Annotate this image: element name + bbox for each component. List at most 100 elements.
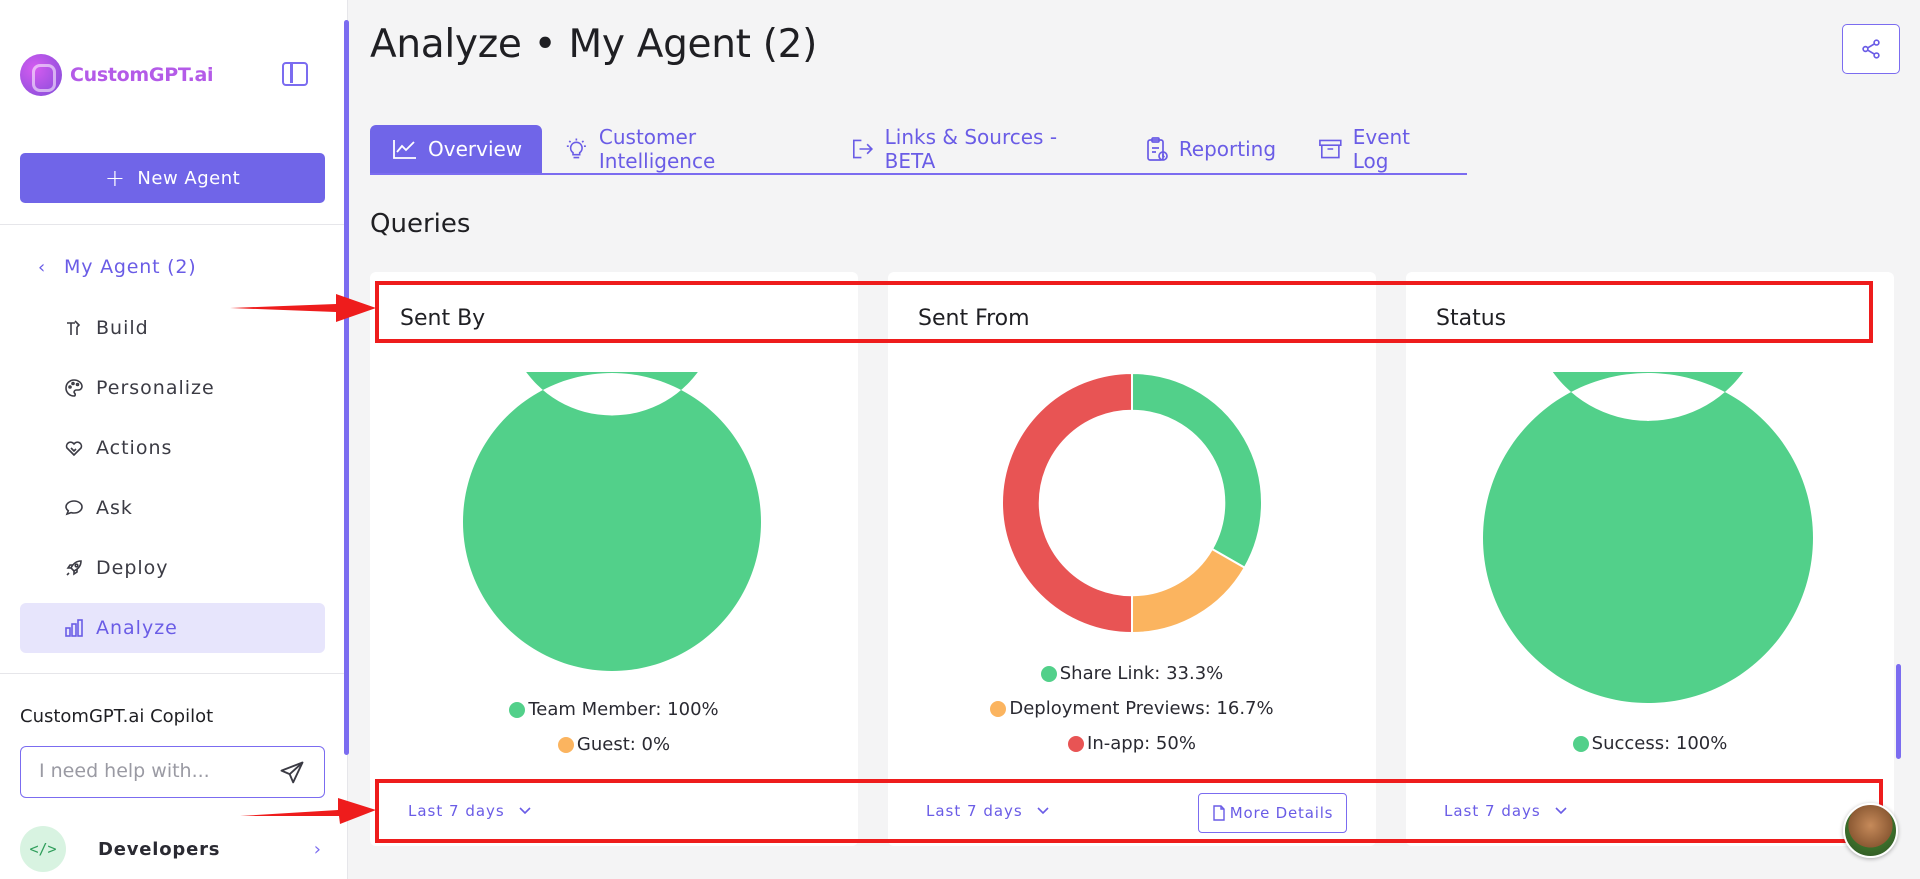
copilot-input[interactable] xyxy=(39,747,279,795)
chart-legend: Success: 100% xyxy=(1406,726,1894,761)
divider xyxy=(0,673,348,674)
sidebar-item-label: Deploy xyxy=(96,557,169,579)
exit-icon xyxy=(852,139,873,159)
legend-label: Success: 100% xyxy=(1591,733,1728,754)
support-avatar[interactable] xyxy=(1843,803,1898,858)
legend-swatch-green xyxy=(1572,735,1589,752)
brain-logo-icon xyxy=(20,54,62,96)
chart-legend: Team Member: 100% Guest: 0% xyxy=(370,692,858,762)
plus-icon: + xyxy=(104,164,126,192)
card-title: Sent From xyxy=(918,306,1030,331)
clipboard-icon xyxy=(1146,137,1168,161)
chart-card-status: Status Success: 100% Last 7 days xyxy=(1406,272,1894,846)
chevron-down-icon xyxy=(519,807,531,815)
range-label: Last 7 days xyxy=(926,802,1023,820)
developers-item[interactable]: </> Developers › xyxy=(20,824,325,874)
tab-links-sources[interactable]: Links & Sources - BETA xyxy=(828,125,1123,173)
sidebar-item-label: Personalize xyxy=(96,377,215,399)
donut-slice[interactable] xyxy=(1483,372,1813,703)
chevron-down-icon xyxy=(1037,807,1049,815)
legend-item[interactable]: Team Member: 100% xyxy=(370,692,858,727)
logo-text: CustomGPT.ai xyxy=(70,64,214,86)
sidebar-item-personalize[interactable]: Personalize xyxy=(20,363,325,413)
share-button[interactable] xyxy=(1842,24,1900,74)
new-agent-label: New Agent xyxy=(137,167,241,189)
section-title: Queries xyxy=(370,209,471,239)
code-icon: </> xyxy=(20,826,66,872)
chevron-down-icon xyxy=(1555,807,1567,815)
divider xyxy=(0,224,348,225)
legend-label: Deployment Previews: 16.7% xyxy=(1009,698,1274,719)
document-icon xyxy=(1213,805,1225,821)
date-range-select[interactable]: Last 7 days xyxy=(408,802,531,820)
new-agent-button[interactable]: + New Agent xyxy=(20,153,325,203)
chevron-right-icon: › xyxy=(313,838,321,860)
chart-legend: Share Link: 33.3% Deployment Previews: 1… xyxy=(888,656,1376,761)
chevron-left-icon: ‹ xyxy=(38,256,46,278)
donut-chart xyxy=(463,372,761,671)
donut-slice[interactable] xyxy=(463,372,761,671)
tab-label: Event Log xyxy=(1352,125,1411,173)
archive-icon xyxy=(1319,139,1342,159)
legend-label: Share Link: 33.3% xyxy=(1059,663,1224,684)
sidebar-toggle-icon[interactable] xyxy=(282,62,308,86)
back-label: My Agent (2) xyxy=(64,256,197,278)
sidebar-item-deploy[interactable]: Deploy xyxy=(20,543,325,593)
card-title: Sent By xyxy=(400,306,486,331)
chat-icon xyxy=(64,498,84,518)
legend-item[interactable]: Success: 100% xyxy=(1406,726,1894,761)
sidebar: CustomGPT.ai + New Agent ‹ My Agent (2) … xyxy=(0,0,348,879)
build-icon xyxy=(64,318,84,338)
sidebar-item-label: Actions xyxy=(96,437,173,459)
legend-item[interactable]: Deployment Previews: 16.7% xyxy=(888,691,1376,726)
more-details-label: More Details xyxy=(1229,804,1334,822)
chart-card-sent-by: Sent By Team Member: 100% Guest: 0% Last… xyxy=(370,272,858,846)
legend-swatch-orange xyxy=(557,736,574,753)
annotation-arrow xyxy=(240,798,376,824)
sidebar-item-actions[interactable]: Actions xyxy=(20,423,325,473)
donut-slice[interactable] xyxy=(1131,372,1263,570)
tab-customer-intelligence[interactable]: Customer Intelligence xyxy=(542,125,828,173)
developers-label: Developers xyxy=(98,838,221,860)
date-range-select[interactable]: Last 7 days xyxy=(926,802,1049,820)
bar-chart-icon xyxy=(64,618,84,638)
legend-swatch-green xyxy=(509,701,526,718)
annotation-box-footers xyxy=(375,779,1883,843)
range-label: Last 7 days xyxy=(408,802,505,820)
sidebar-item-ask[interactable]: Ask xyxy=(20,483,325,533)
more-details-button[interactable]: More Details xyxy=(1198,793,1347,833)
line-chart-icon xyxy=(393,140,416,159)
tab-reporting[interactable]: Reporting xyxy=(1123,125,1296,173)
donut-chart xyxy=(1483,372,1813,703)
legend-swatch-red xyxy=(1068,735,1085,752)
copilot-title: CustomGPT.ai Copilot xyxy=(20,706,214,727)
send-icon[interactable] xyxy=(278,759,306,791)
tab-label: Overview xyxy=(428,137,523,161)
palette-icon xyxy=(64,378,84,398)
tab-label: Links & Sources - BETA xyxy=(884,125,1058,173)
share-icon xyxy=(1862,39,1880,59)
legend-label: In-app: 50% xyxy=(1087,733,1196,754)
date-range-select[interactable]: Last 7 days xyxy=(1444,802,1567,820)
legend-item[interactable]: In-app: 50% xyxy=(888,726,1376,761)
page-title: Analyze • My Agent (2) xyxy=(370,22,818,67)
range-label: Last 7 days xyxy=(1444,802,1541,820)
copilot-input-box xyxy=(20,746,325,798)
tab-label: Customer Intelligence xyxy=(598,125,716,173)
sidebar-scrollbar[interactable] xyxy=(344,20,349,755)
legend-item[interactable]: Share Link: 33.3% xyxy=(888,656,1376,691)
legend-swatch-orange xyxy=(990,700,1007,717)
back-to-agent[interactable]: ‹ My Agent (2) xyxy=(38,256,196,278)
logo[interactable]: CustomGPT.ai xyxy=(20,54,214,96)
sidebar-item-label: Analyze xyxy=(96,617,178,639)
donut-slice[interactable] xyxy=(1131,547,1247,634)
tab-overview[interactable]: Overview xyxy=(370,125,543,173)
tab-event-log[interactable]: Event Log xyxy=(1296,125,1467,173)
sidebar-item-build[interactable]: Build xyxy=(20,303,325,353)
donut-slice[interactable] xyxy=(1001,372,1133,634)
legend-swatch-green xyxy=(1040,665,1057,682)
donut-chart xyxy=(1001,372,1263,634)
sidebar-item-analyze[interactable]: Analyze xyxy=(20,603,325,653)
legend-item[interactable]: Guest: 0% xyxy=(370,727,858,762)
main-scrollbar[interactable] xyxy=(1896,664,1901,759)
